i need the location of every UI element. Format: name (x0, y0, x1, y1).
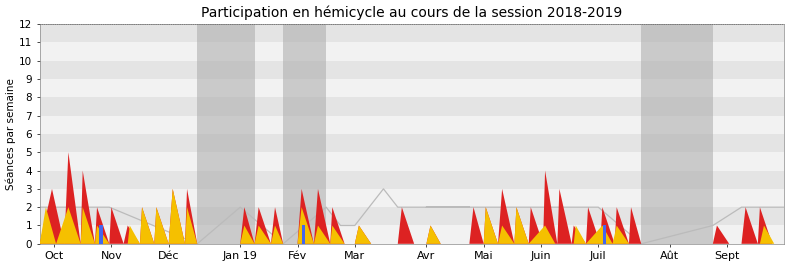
Bar (100, 226, 103, 244)
Bar (40, 116, 784, 134)
Title: Participation en hémicycle au cours de la session 2018-2019: Participation en hémicycle au cours de l… (201, 6, 623, 20)
Bar (40, 24, 784, 42)
Bar (40, 61, 784, 79)
Bar (641, 24, 713, 244)
Bar (198, 24, 254, 244)
Bar (302, 226, 306, 244)
Bar (40, 226, 784, 244)
Bar (40, 79, 784, 97)
Y-axis label: Séances par semaine: Séances par semaine (6, 78, 16, 190)
Bar (40, 42, 784, 61)
Bar (40, 171, 784, 189)
Bar (40, 189, 784, 207)
Bar (40, 152, 784, 171)
Bar (283, 24, 326, 244)
Bar (40, 134, 784, 152)
Bar (603, 226, 606, 244)
Bar (40, 97, 784, 116)
Bar (40, 207, 784, 226)
